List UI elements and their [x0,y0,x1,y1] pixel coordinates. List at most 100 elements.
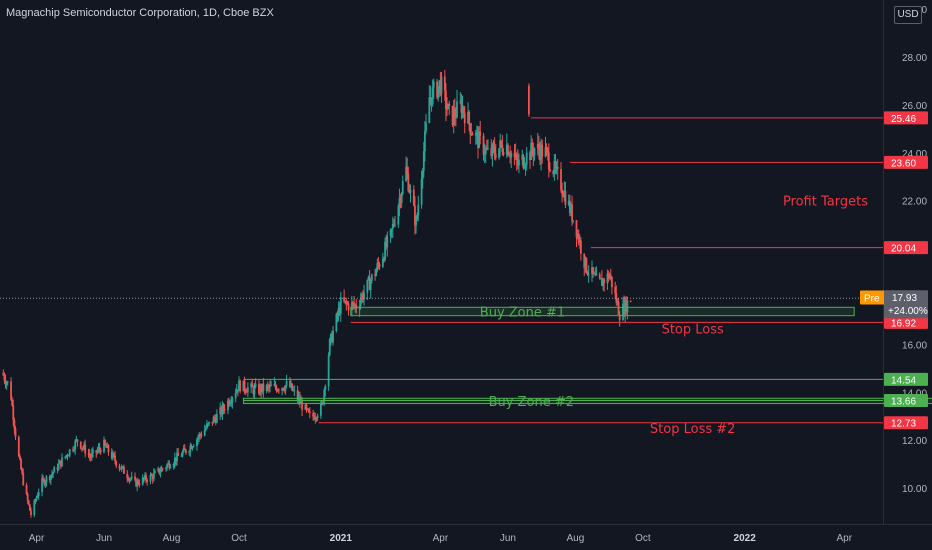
candle-body [420,178,423,205]
candle-body [145,475,147,481]
candle-body [430,97,433,105]
candle-body [175,457,177,462]
candle-body [65,455,68,457]
candle-body [141,477,144,485]
candle-body [313,416,316,420]
candle-body [36,495,39,498]
candle-body [602,279,604,287]
level-price-badge-text: 13.66 [891,396,916,407]
candle-body [227,400,229,411]
candle-body [238,380,240,392]
candle-body [479,131,482,136]
candle-body [152,473,155,480]
level-price-badge [884,111,928,125]
candle-body [219,407,222,415]
candle-body [618,314,621,321]
candle-body [253,386,256,394]
candle-body [568,200,571,214]
candle-body [531,142,534,151]
candle-body [587,273,590,275]
candle-body [19,456,21,460]
candle-body [191,446,194,449]
candle-body [269,384,271,388]
candle-body [235,389,238,394]
candle-body [316,415,319,419]
candle-body [20,459,22,470]
candle-body [11,399,14,406]
candle-body [400,193,403,203]
candle-body [477,131,479,149]
candle-body [22,473,25,485]
currency-button[interactable]: USD [894,6,922,24]
candle-body [34,500,37,502]
candle-body [161,468,164,470]
candle-body [452,109,455,125]
candle-body [160,468,163,472]
candle-body [137,480,140,484]
level-price-badge-text: 12.73 [891,419,916,430]
candle-body [315,417,318,419]
candle-body [181,451,184,456]
candle-body [277,389,280,391]
candle-body [123,466,125,474]
candle-body [42,478,45,480]
candle-body [381,258,384,267]
y-tick-label: 26.00 [902,101,927,112]
candle-body [491,144,494,157]
candle-body [415,218,417,226]
candle-body [583,253,586,268]
candle-body [616,301,619,303]
candle-body [273,383,276,386]
candle-body [244,390,247,392]
candle-body [346,303,349,305]
candle-body [98,447,101,450]
candle-body [49,475,52,481]
candle-body [331,333,333,343]
candle-body [167,462,170,465]
candle-body [223,409,226,411]
candle-body [75,439,78,441]
candle-body [285,381,288,386]
candle-body [158,468,161,474]
candle-body [290,383,292,387]
candle-body [440,76,443,94]
x-tick-label: 2022 [734,533,757,544]
candle-body [362,294,364,300]
candle-body [386,236,389,248]
x-tick-label: Apr [29,533,45,544]
x-tick-label: Jun [500,533,516,544]
candle-body [200,434,203,436]
candle-body [485,147,488,149]
candle-body [374,274,377,276]
candle-body [121,466,124,468]
candle-body [324,386,327,391]
candle-body [625,299,628,313]
candle-body [10,381,12,400]
candle-body [429,97,432,99]
candle-body [478,131,481,149]
candle-body [577,233,580,243]
candle-body [13,420,16,429]
candle-body [221,405,224,415]
candle-body [6,381,9,383]
candle-body [528,85,530,115]
candle-body [135,479,138,487]
candle-body [21,469,24,474]
candle-body [578,240,581,243]
candle-body [96,450,99,453]
candle-body [212,417,215,424]
candle-body [120,466,123,470]
candle-body [407,173,410,191]
candle-body [239,380,242,392]
candle-body [408,190,411,193]
candle-body [58,460,61,464]
candle-body [397,205,400,225]
candle-body [323,390,326,403]
candle-body [328,339,331,356]
candle-body [329,333,332,340]
candle-body [291,383,294,391]
last-price-badge [884,290,928,319]
candle-body [391,223,394,229]
